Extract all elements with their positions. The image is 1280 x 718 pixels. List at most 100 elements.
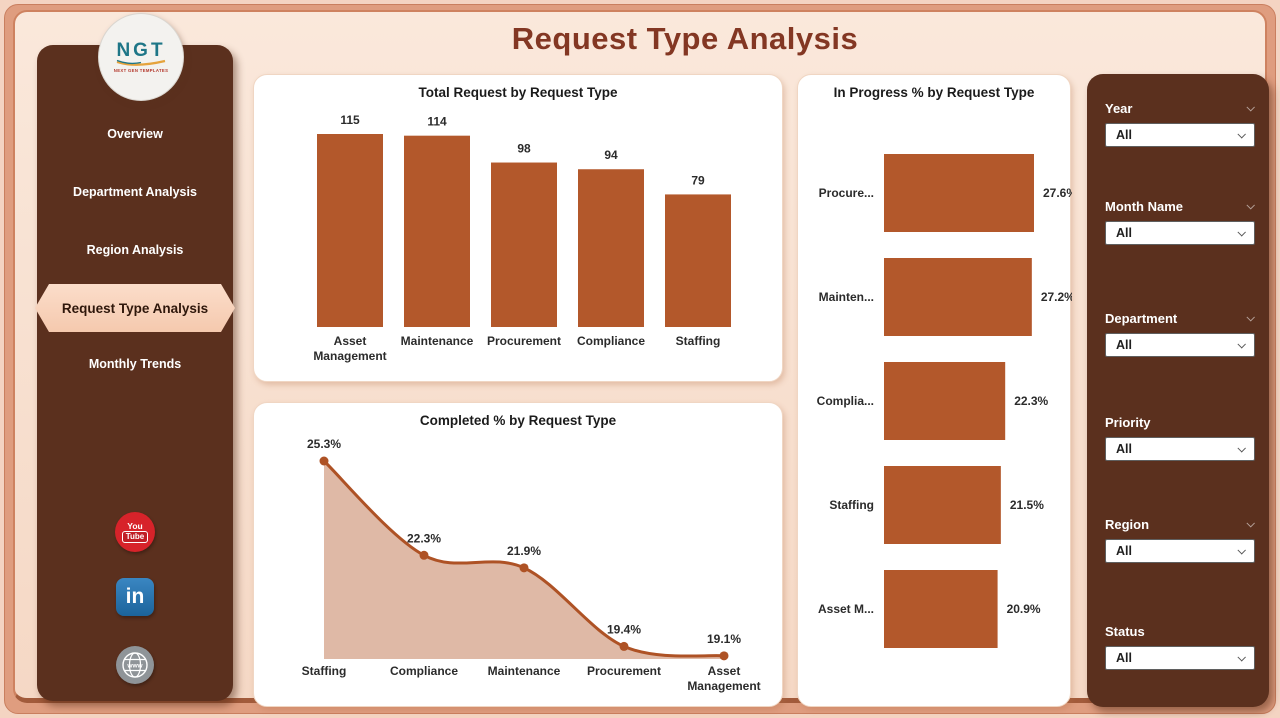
svg-text:Complia...: Complia... <box>817 394 874 408</box>
filter-label-status: Status <box>1105 623 1255 639</box>
priority-dropdown-value: All <box>1116 442 1132 456</box>
chart-title-completed-pct: Completed % by Request Type <box>419 413 617 428</box>
chevron-down-icon <box>1237 653 1246 662</box>
in-progress-hbar-chart: Procure... 27.6% Mainten... 27.2% Complia...… <box>798 75 1077 706</box>
logo-text: NGT <box>116 40 166 61</box>
sidebar-item-region-analysis[interactable]: Region Analysis <box>86 243 184 257</box>
status-dropdown-value: All <box>1116 651 1132 665</box>
collapse-chevron-icon[interactable] <box>1246 201 1255 210</box>
svg-text:21.5%: 21.5% <box>1010 498 1044 512</box>
svg-text:22.3%: 22.3% <box>1014 394 1048 408</box>
department-dropdown[interactable]: All <box>1105 333 1255 357</box>
filter-label-text: Department <box>1105 310 1178 326</box>
svg-text:Asset: Asset <box>334 334 367 348</box>
chart-title-in-progress-pct: In Progress % by Request Type <box>833 85 1035 100</box>
svg-text:25.3%: 25.3% <box>307 437 341 451</box>
collapse-chevron-icon[interactable] <box>1246 103 1255 112</box>
svg-text:Compliance: Compliance <box>577 334 645 348</box>
sidebar-item-overview[interactable]: Overview <box>107 127 163 141</box>
globe-icon: www <box>122 652 148 678</box>
svg-text:Staffing: Staffing <box>676 334 721 348</box>
filter-label-priority: Priority <box>1105 414 1255 430</box>
chevron-down-icon <box>1237 340 1246 349</box>
svg-text:Maintenance: Maintenance <box>401 334 474 348</box>
card-in-progress-pct: In Progress % by Request Type Procure...… <box>797 74 1077 707</box>
logo-tagline: NEXT GEN TEMPLATES <box>113 68 169 74</box>
svg-text:27.2%: 27.2% <box>1041 290 1072 304</box>
svg-text:Asset M...: Asset M... <box>818 602 874 616</box>
svg-text:Staffing: Staffing <box>829 498 874 512</box>
svg-text:Mainten...: Mainten... <box>819 290 874 304</box>
collapse-chevron-icon[interactable] <box>1246 313 1255 322</box>
youtube-icon[interactable]: You Tube <box>115 512 155 552</box>
svg-text:www: www <box>126 663 143 670</box>
filter-group-year: Year All <box>1105 100 1255 152</box>
department-dropdown-value: All <box>1116 338 1132 352</box>
svg-text:Management: Management <box>687 679 760 693</box>
svg-text:19.4%: 19.4% <box>607 622 641 636</box>
year-dropdown[interactable]: All <box>1105 123 1255 147</box>
filter-label-month-name: Month Name <box>1105 198 1255 214</box>
linkedin-icon[interactable]: in <box>116 578 154 616</box>
dashboard-canvas: Request Type Analysis Overview Departmen… <box>13 10 1269 707</box>
collapse-chevron-icon[interactable] <box>1246 519 1255 528</box>
priority-dropdown[interactable]: All <box>1105 437 1255 461</box>
sidebar-item-request-type-analysis-active[interactable]: Request Type Analysis <box>35 284 235 332</box>
completed-pct-area-chart: 25.3% Staffing 22.3% Compliance 21.9% Mainten… <box>254 403 782 706</box>
chevron-down-icon <box>1237 546 1246 555</box>
chevron-down-icon <box>1237 228 1246 237</box>
svg-text:Asset: Asset <box>708 664 741 678</box>
region-dropdown[interactable]: All <box>1105 539 1255 563</box>
filter-label-region: Region <box>1105 516 1255 532</box>
svg-text:19.1%: 19.1% <box>707 632 741 646</box>
year-dropdown-value: All <box>1116 128 1132 142</box>
total-request-bar-chart: 115 Asset Management 114 Maintenance 98 Procur… <box>254 75 782 381</box>
filter-label-department: Department <box>1105 310 1255 326</box>
svg-text:Maintenance: Maintenance <box>488 664 561 678</box>
region-dropdown-value: All <box>1116 544 1132 558</box>
youtube-label-bottom: Tube <box>121 530 149 543</box>
filter-label-text: Priority <box>1105 414 1151 430</box>
filter-label-text: Year <box>1105 100 1133 116</box>
linkedin-label: in <box>125 585 145 608</box>
logo: NGT NEXT GEN TEMPLATES <box>98 13 184 101</box>
youtube-label-top: You <box>127 520 143 531</box>
logo-swoosh-icon <box>116 59 166 66</box>
sidebar: Overview Department Analysis Region Anal… <box>35 45 235 701</box>
svg-text:20.9%: 20.9% <box>1007 602 1041 616</box>
svg-text:Management: Management <box>313 349 386 363</box>
chart-title-total-request: Total Request by Request Type <box>418 85 618 100</box>
page-title: Request Type Analysis <box>511 21 859 56</box>
status-dropdown[interactable]: All <box>1105 646 1255 670</box>
filter-label-text: Status <box>1105 623 1145 639</box>
svg-text:115: 115 <box>340 113 360 127</box>
filter-panel: Year All Month Name All <box>1087 74 1269 707</box>
filter-label-text: Region <box>1105 516 1150 532</box>
sidebar-item-monthly-trends[interactable]: Monthly Trends <box>88 357 182 371</box>
sidebar-item-department-analysis[interactable]: Department Analysis <box>73 185 197 199</box>
svg-text:94: 94 <box>604 148 618 162</box>
svg-text:22.3%: 22.3% <box>407 531 441 545</box>
filter-group-priority: Priority All <box>1105 414 1255 466</box>
website-icon[interactable]: www <box>116 646 154 684</box>
filter-label-text: Month Name <box>1105 198 1183 214</box>
chevron-down-icon <box>1237 130 1246 139</box>
svg-text:Procurement: Procurement <box>587 664 661 678</box>
chevron-down-icon <box>1237 444 1246 453</box>
svg-text:Compliance: Compliance <box>390 664 458 678</box>
filter-group-department: Department All <box>1105 310 1255 362</box>
filter-label-year: Year <box>1105 100 1255 116</box>
svg-text:Staffing: Staffing <box>302 664 347 678</box>
outer-frame: Request Type Analysis Overview Departmen… <box>4 4 1276 714</box>
filter-group-region: Region All <box>1105 516 1255 568</box>
svg-text:Procure...: Procure... <box>819 186 874 200</box>
month-name-dropdown[interactable]: All <box>1105 221 1255 245</box>
filter-group-month-name: Month Name All <box>1105 198 1255 250</box>
filter-group-status: Status All <box>1105 623 1255 675</box>
svg-text:Procurement: Procurement <box>487 334 561 348</box>
svg-text:114: 114 <box>427 115 447 129</box>
svg-text:27.6%: 27.6% <box>1043 186 1072 200</box>
month-name-dropdown-value: All <box>1116 226 1132 240</box>
svg-text:21.9%: 21.9% <box>507 544 541 558</box>
svg-text:98: 98 <box>517 142 531 156</box>
